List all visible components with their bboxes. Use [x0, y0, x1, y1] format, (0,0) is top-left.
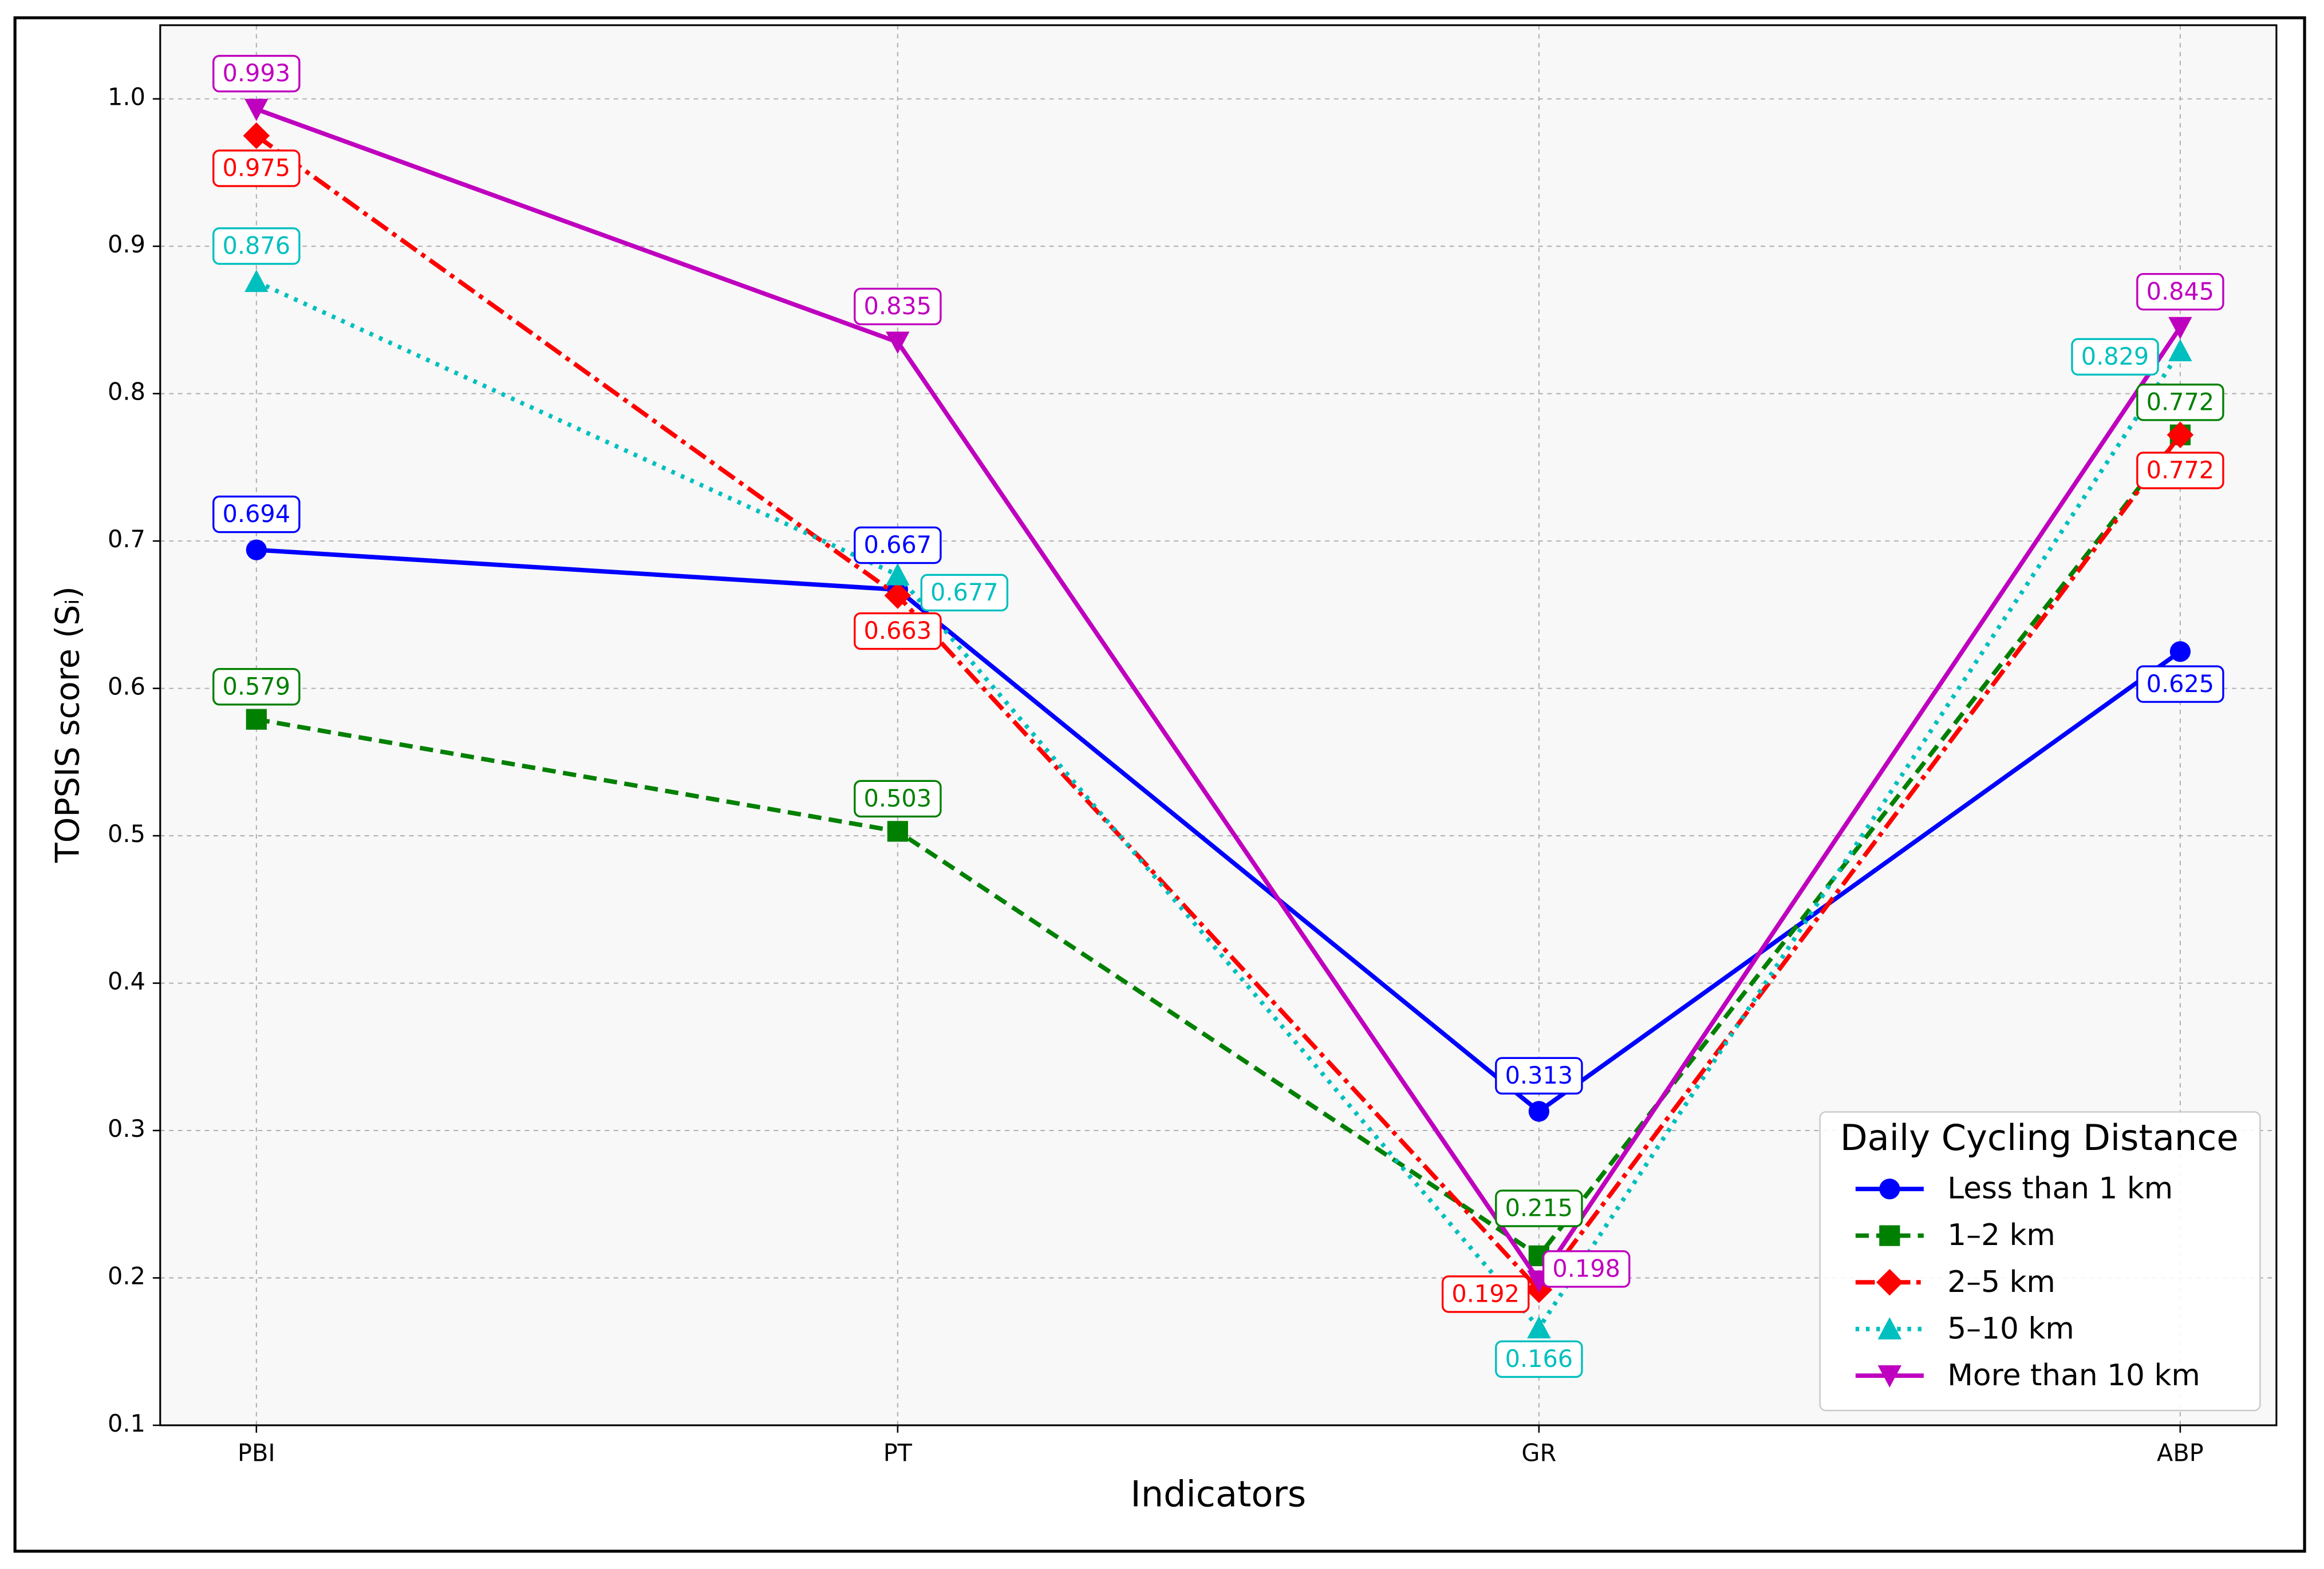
value-label-box [854, 612, 942, 650]
y-tick-label: 0.4 [108, 968, 145, 995]
legend-label: 1–2 km [1947, 1218, 2055, 1252]
marker [2167, 421, 2194, 449]
value-label-box [1495, 1189, 1583, 1227]
x-tick-label: ABP [2157, 1440, 2204, 1467]
value-label: 0.993 [223, 60, 291, 87]
value-label-box [2136, 452, 2224, 489]
y-tick-label: 0.8 [108, 378, 145, 406]
marker [244, 98, 269, 121]
value-label: 0.772 [2147, 388, 2215, 416]
value-label: 0.975 [223, 155, 291, 182]
legend-label: 5–10 km [1947, 1311, 2074, 1346]
legend-label: 2–5 km [1947, 1265, 2055, 1299]
value-label-box [1495, 1340, 1583, 1378]
value-label-box [212, 667, 301, 706]
y-tick-label: 0.2 [108, 1262, 145, 1290]
marker [2168, 317, 2192, 339]
marker [887, 821, 908, 842]
value-label: 0.772 [2147, 456, 2215, 484]
value-label-box [2071, 338, 2159, 376]
y-tick-label: 0.1 [108, 1410, 145, 1437]
marker [1877, 1317, 1902, 1339]
x-axis-label: Indicators [1130, 1473, 1306, 1515]
value-label: 0.829 [2081, 343, 2149, 370]
value-label: 0.166 [1505, 1345, 1573, 1373]
value-label: 0.876 [223, 232, 291, 259]
y-axis-label: TOPSIS score (Sᵢ) [49, 586, 87, 863]
marker [1877, 1365, 1902, 1388]
y-tick-label: 0.9 [108, 231, 145, 258]
y-tick-label: 0.5 [108, 820, 145, 848]
value-label: 0.835 [864, 293, 932, 320]
legend-title: Daily Cycling Distance [1840, 1117, 2239, 1159]
value-label: 0.313 [1505, 1062, 1573, 1089]
x-tick-label: PT [883, 1440, 913, 1467]
marker [886, 331, 910, 354]
marker [246, 709, 267, 730]
marker [1879, 1225, 1900, 1246]
y-tick-label: 0.3 [108, 1115, 145, 1143]
marker [2168, 339, 2192, 362]
plot-border [159, 24, 2278, 1426]
marker [1876, 1268, 1903, 1296]
value-label-box [212, 227, 301, 265]
marker [244, 270, 269, 293]
series-line [255, 107, 2183, 1285]
value-label-box [212, 149, 301, 187]
value-label-box [2136, 384, 2224, 421]
marker [884, 582, 912, 609]
value-label: 0.694 [223, 500, 291, 528]
value-label-box [212, 495, 301, 533]
value-label-box [2136, 665, 2224, 703]
value-label: 0.215 [1505, 1195, 1573, 1222]
legend-box [1819, 1111, 2261, 1412]
value-label: 0.667 [864, 531, 932, 559]
value-label-box [854, 526, 942, 564]
value-label: 0.677 [930, 579, 999, 606]
y-tick-label: 0.6 [108, 673, 145, 701]
value-label-box [1441, 1275, 1530, 1313]
marker [1879, 1178, 1900, 1200]
value-label: 0.579 [223, 673, 291, 700]
legend-label: More than 10 km [1947, 1358, 2200, 1393]
marker [1527, 1316, 1551, 1339]
series-line [256, 547, 2182, 1114]
value-label-box [854, 780, 942, 818]
marker [2169, 641, 2191, 662]
value-label: 0.198 [1552, 1255, 1620, 1283]
marker [246, 539, 267, 560]
value-label: 0.845 [2147, 278, 2215, 305]
value-label-box [920, 574, 1009, 612]
y-tick-label: 0.7 [108, 525, 145, 553]
value-label-box [854, 287, 942, 326]
x-tick-label: PBI [238, 1440, 275, 1467]
value-label: 0.192 [1451, 1280, 1520, 1307]
legend-label: Less than 1 km [1947, 1172, 2173, 1206]
series-line [255, 133, 2182, 1294]
marker [1528, 1101, 1549, 1122]
x-tick-label: GR [1521, 1440, 1556, 1467]
value-labels: 0.694 0.667 0.313 0.625 0.579 0.503 0.215 0.772… [212, 54, 2224, 1378]
value-label: 0.625 [2147, 670, 2215, 698]
value-label-box [1495, 1057, 1583, 1095]
value-label-box [2136, 272, 2224, 311]
legend: Daily Cycling Distance Less than 1 km 1–2 … [1819, 1111, 2261, 1412]
marker [886, 563, 910, 586]
y-tick-label: 1.0 [108, 84, 145, 111]
series-line [256, 433, 2182, 1259]
value-label-box [1542, 1250, 1631, 1288]
value-label: 0.503 [864, 785, 932, 812]
value-label: 0.663 [864, 617, 932, 645]
value-label-box [212, 54, 301, 93]
